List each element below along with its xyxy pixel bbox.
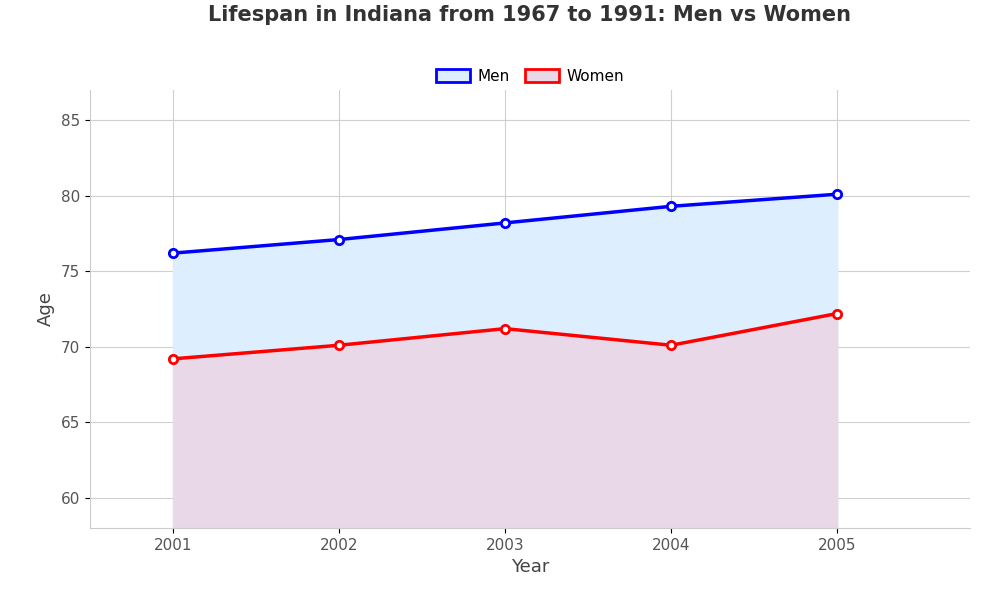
Legend: Men, Women: Men, Women xyxy=(430,62,630,90)
Title: Lifespan in Indiana from 1967 to 1991: Men vs Women: Lifespan in Indiana from 1967 to 1991: M… xyxy=(208,5,852,25)
Y-axis label: Age: Age xyxy=(37,292,55,326)
X-axis label: Year: Year xyxy=(511,558,549,576)
